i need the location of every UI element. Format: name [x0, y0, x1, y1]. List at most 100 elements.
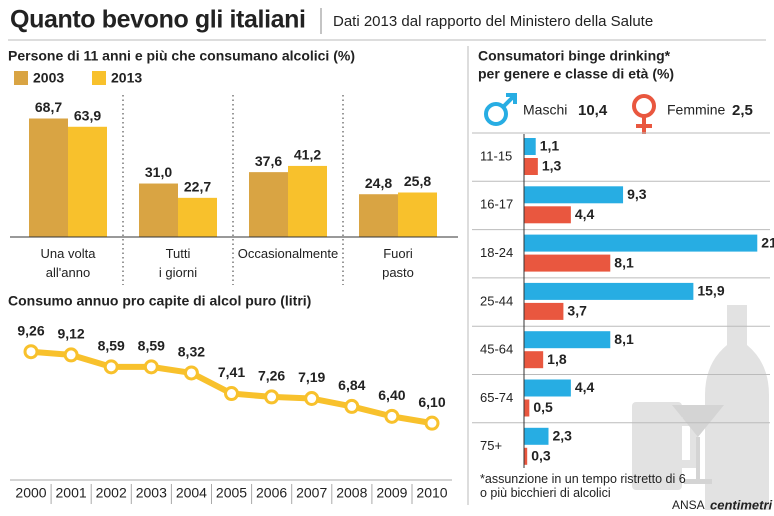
bar — [524, 206, 571, 224]
value-label: 7,41 — [218, 364, 245, 380]
value-label: 9,12 — [57, 326, 84, 342]
bar — [524, 254, 611, 272]
value-label: 22,7 — [184, 179, 211, 195]
x-tick-label: Fuori pasto — [382, 246, 414, 280]
marker — [103, 359, 119, 375]
value-label: 4,4 — [575, 379, 595, 395]
x-tick-label: Occasionalmente — [237, 246, 339, 261]
bar — [524, 379, 571, 397]
marker — [143, 359, 159, 375]
y-tick-label: 18-24 — [480, 245, 513, 260]
value-label: 1,1 — [540, 138, 560, 154]
value-label: 31,0 — [145, 164, 172, 180]
marker — [304, 391, 320, 407]
x-tick-label: 2009 — [376, 485, 407, 501]
legend-label: 2003 — [33, 70, 64, 86]
total-label: 10,4 — [578, 102, 608, 119]
x-tick-label: 2000 — [15, 485, 46, 501]
marker — [424, 415, 440, 431]
y-tick-label: 65-74 — [480, 390, 513, 405]
bar — [524, 351, 544, 369]
marker — [183, 365, 199, 381]
bar — [524, 447, 528, 465]
y-tick-label: 16-17 — [480, 197, 513, 212]
x-tick-label: Tutti i giorni — [158, 246, 198, 280]
bar — [29, 118, 68, 237]
bar — [398, 192, 437, 237]
legend-label: Femmine — [667, 102, 726, 118]
value-label: 0,3 — [531, 448, 551, 464]
value-label: 41,2 — [294, 147, 321, 163]
value-label: 21,9 — [761, 234, 774, 250]
brand: centimetri — [710, 497, 773, 512]
credit: ANSA — [672, 498, 705, 512]
value-label: 7,26 — [258, 368, 285, 384]
bar — [524, 282, 694, 300]
value-label: 25,8 — [404, 173, 431, 189]
legend-swatch — [92, 71, 106, 85]
bar — [249, 172, 288, 237]
legend-swatch — [14, 71, 28, 85]
value-label: 37,6 — [255, 153, 282, 169]
x-tick-label: 2007 — [296, 485, 327, 501]
male-icon — [484, 93, 517, 126]
value-label: 3,7 — [567, 303, 587, 319]
value-label: 9,26 — [17, 322, 44, 338]
value-label: 68,7 — [35, 99, 62, 115]
legend-label: Maschi — [523, 102, 567, 118]
chart-title: Persone di 11 anni e più che consumano a… — [8, 48, 355, 64]
chart-title: Consumatori binge drinking* — [478, 48, 671, 64]
value-label: 4,4 — [575, 206, 595, 222]
marker — [224, 386, 239, 402]
marker — [344, 398, 360, 414]
value-label: 8,59 — [138, 338, 165, 354]
bar — [524, 399, 530, 417]
female-icon — [632, 94, 656, 134]
value-label: 6,40 — [378, 387, 405, 403]
value-label: 0,5 — [533, 399, 553, 415]
decoration — [632, 305, 769, 510]
value-label: 8,59 — [98, 338, 125, 354]
marker — [264, 389, 280, 405]
x-tick-label: 2002 — [96, 485, 127, 501]
value-label: 7,19 — [298, 369, 325, 385]
value-label: 2,3 — [553, 428, 573, 444]
marker — [23, 344, 39, 360]
chart-subtitle: per genere e classe di età (%) — [478, 66, 674, 82]
y-tick-label: 11-15 — [480, 148, 512, 163]
y-tick-label: 25-44 — [480, 293, 513, 308]
bar — [524, 158, 538, 175]
bar — [524, 302, 564, 320]
y-tick-label: 75+ — [480, 438, 502, 453]
bar — [288, 165, 327, 237]
legend-label: 2013 — [111, 70, 142, 86]
bar — [68, 126, 107, 237]
x-tick-label: 2006 — [256, 485, 287, 501]
bar — [524, 234, 758, 252]
value-label: 15,9 — [697, 283, 724, 299]
value-label: 9,3 — [627, 186, 647, 202]
value-label: 6,84 — [338, 377, 365, 393]
x-tick-label: 2005 — [216, 485, 247, 501]
y-tick-label: 45-64 — [480, 342, 513, 357]
value-label: 8,1 — [614, 331, 634, 347]
value-label: 8,32 — [178, 344, 205, 360]
marker — [63, 347, 79, 363]
page-title: Quanto bevono gli italiani — [10, 6, 306, 34]
x-tick-label: 2008 — [336, 485, 367, 501]
value-label: 1,8 — [547, 351, 567, 367]
bar — [139, 183, 178, 237]
x-tick-label: 2003 — [136, 485, 167, 501]
bar — [524, 427, 549, 445]
x-tick-label: 2001 — [56, 485, 87, 501]
value-label: 24,8 — [365, 175, 392, 191]
value-label: 63,9 — [74, 107, 101, 123]
x-tick-label: 2010 — [416, 485, 447, 501]
bar — [524, 186, 624, 204]
value-label: 1,3 — [542, 158, 562, 174]
value-label: 6,10 — [418, 394, 445, 410]
x-tick-label: 2004 — [176, 485, 207, 501]
total-label: 2,5 — [732, 102, 753, 119]
marker — [384, 408, 400, 424]
footnote: *assunzione in un tempo ristretto di 6 o… — [480, 472, 686, 500]
